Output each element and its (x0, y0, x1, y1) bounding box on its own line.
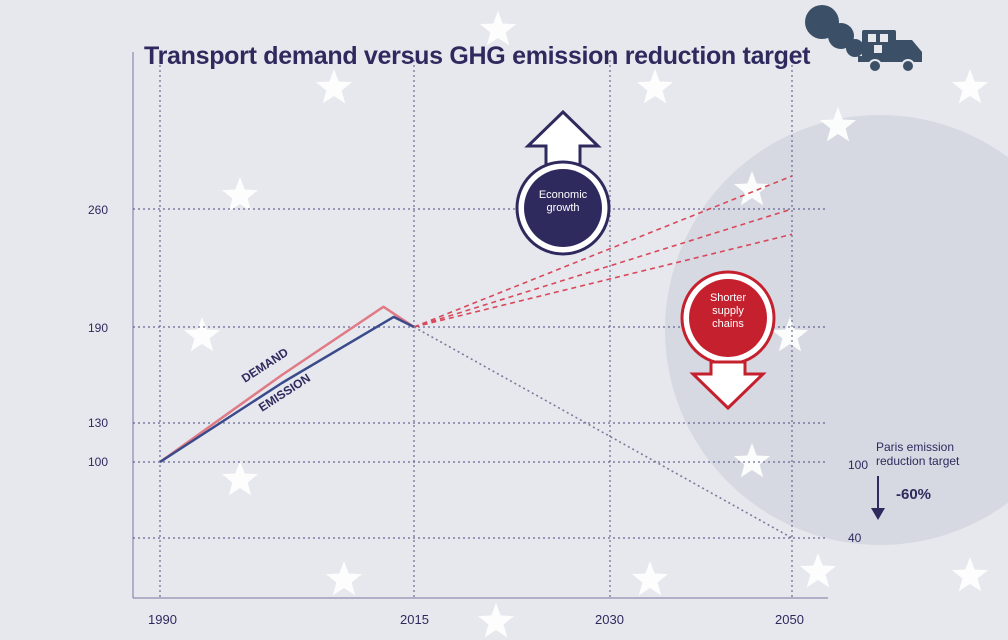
series-line (413, 326, 793, 539)
star-icon (951, 557, 989, 592)
star-icon (631, 561, 669, 596)
series-label: EMISSION (256, 371, 313, 415)
series-line (159, 315, 415, 464)
star-icon (819, 107, 857, 142)
economic-growth-circle (524, 169, 602, 247)
star-icon (315, 69, 353, 104)
paris-down-arrow-icon (871, 476, 885, 520)
star-icon (477, 603, 515, 638)
x-tick-label: 2015 (400, 612, 429, 627)
star-icon (325, 561, 363, 596)
y-tick-label: 130 (88, 416, 109, 430)
right-tick-label: 40 (848, 531, 862, 545)
x-tick-label: 1990 (148, 612, 177, 627)
y-tick-label: 260 (88, 203, 109, 217)
truck-icon (805, 5, 922, 73)
chart-grid (132, 52, 828, 599)
star-icon (221, 461, 259, 496)
chart-title: Transport demand versus GHG emission red… (144, 42, 811, 70)
star-icon (636, 69, 674, 104)
shorter-supply-chains-label: Shorter supply chains (709, 292, 747, 330)
x-tick-label: 2030 (595, 612, 624, 627)
economic-growth-label: Economic growth (538, 189, 588, 214)
x-tick-label: 2050 (775, 612, 804, 627)
economic-growth-badge (515, 109, 611, 256)
paris-target-label: Paris emission reduction target (876, 440, 960, 468)
shorter-supply-chains-badge (680, 270, 776, 411)
right-tick-label: 100 (848, 458, 869, 472)
eu-stars (183, 11, 989, 638)
shorter-supply-chains-circle (689, 279, 767, 357)
series-line (413, 233, 793, 328)
series-line (159, 305, 415, 464)
y-tick-label: 190 (88, 321, 109, 335)
star-icon (733, 443, 771, 478)
star-icon (479, 11, 517, 46)
y-tick-label: 100 (88, 455, 109, 469)
star-icon (733, 171, 771, 206)
star-icon (771, 317, 809, 352)
series-line (413, 208, 793, 328)
star-icon (183, 317, 221, 352)
series-line (413, 175, 793, 328)
star-icon (221, 177, 259, 212)
down-arrow-icon (689, 360, 767, 411)
star-icon (951, 69, 989, 104)
series-label: DEMAND (239, 345, 291, 386)
star-icon (799, 553, 837, 588)
paris-target-percent: -60% (896, 486, 932, 503)
